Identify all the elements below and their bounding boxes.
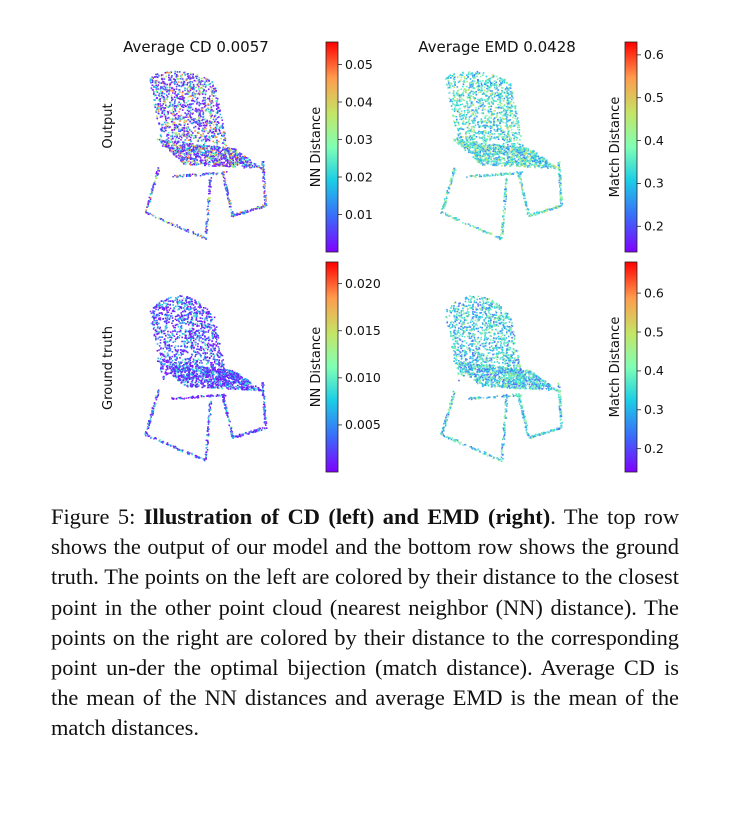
colorbar-tick-label: 0.010 [345,370,381,385]
colorbar-tick-label: 0.2 [644,441,664,456]
colorbar-cd-ground-truth: 0.020 0.015 0.010 0.005 NN Distance [309,261,381,473]
panel-title-cd: Average CD 0.0057 [123,38,269,56]
chair-point-cloud-emd-output [440,71,564,241]
colorbar-tick-label: 0.02 [345,169,373,184]
colorbar-tick-label: 0.6 [644,285,664,300]
colorbar-tick-label: 0.3 [644,176,664,191]
colorbar-tick-label: 0.03 [345,132,373,147]
colorbar-tick-label: 0.020 [345,276,381,291]
colorbar-tick-label: 0.2 [644,219,664,234]
colorbar-tick-label: 0.01 [345,207,373,222]
colorbar-tick-label: 0.6 [644,47,664,62]
colorbar-cd-output: 0.05 0.04 0.03 0.02 0.01 NN Distance [309,41,373,253]
colorbar-emd-ground-truth: 0.6 0.5 0.4 0.3 0.2 Match Distance [608,261,664,473]
row-label-output: Output [101,103,116,148]
colorbar-tick-label: 0.015 [345,323,381,338]
colorbar-tick-label: 0.04 [345,94,373,109]
colorbar-gradient [325,41,339,253]
chair-point-cloud-cd-output [144,70,268,240]
colorbar-tick-label: 0.4 [644,363,664,378]
panel-title-emd: Average EMD 0.0428 [418,38,576,56]
colorbar-label-nn-distance: NN Distance [309,107,324,187]
colorbar-tick-label: 0.3 [644,402,664,417]
colorbar-label-match-distance: Match Distance [608,97,623,198]
colorbar-tick-label: 0.05 [345,57,373,72]
colorbar-gradient [624,41,638,253]
colorbar-tick-label: 0.005 [345,417,381,432]
colorbar-tick-label: 0.4 [644,133,664,148]
caption-prefix: Figure 5: [51,504,144,529]
chair-point-cloud-cd-ground-truth [144,294,268,462]
colorbar-emd-output: 0.6 0.5 0.4 0.3 0.2 Match Distance [608,41,664,253]
colorbar-label-nn-distance: NN Distance [309,327,324,407]
caption-body: . The top row shows the output of our mo… [51,504,680,741]
chair-point-cloud-emd-ground-truth [440,295,564,463]
caption-bold-title: Illustration of CD (left) and EMD (right… [143,504,551,529]
colorbar-gradient [624,261,638,473]
colorbar-tick-label: 0.5 [644,90,664,105]
figure: Average CD 0.0057 Average EMD 0.0428 Out… [101,38,664,473]
row-label-ground-truth: Ground truth [101,326,116,410]
colorbar-label-match-distance: Match Distance [608,317,623,418]
colorbar-gradient [325,261,339,473]
colorbar-tick-label: 0.5 [644,324,664,339]
figure-caption: Figure 5: Illustration of CD (left) and … [51,502,679,744]
